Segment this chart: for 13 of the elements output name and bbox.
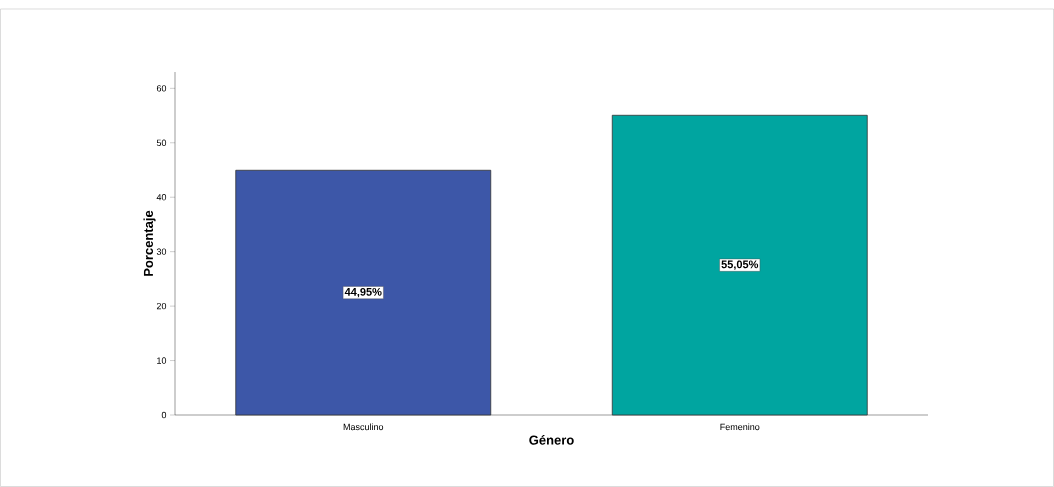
x-tick-label: Masculino bbox=[343, 423, 384, 431]
y-tick-label: 50 bbox=[156, 139, 167, 146]
data-label: 55,05% bbox=[721, 260, 759, 270]
y-tick-label: 10 bbox=[157, 357, 167, 364]
y-tick-label: 20 bbox=[156, 302, 167, 310]
y-tick-label: 60 bbox=[156, 85, 167, 92]
y-axis-title: Porcentaje bbox=[143, 210, 156, 276]
x-axis-title: Género bbox=[529, 435, 574, 445]
y-tick-label: 0 bbox=[161, 411, 167, 419]
data-label: 44,95% bbox=[344, 287, 382, 298]
y-tick-label: 30 bbox=[156, 248, 167, 255]
x-tick-label: Femenino bbox=[720, 423, 760, 431]
y-tick-label: 40 bbox=[156, 194, 167, 201]
